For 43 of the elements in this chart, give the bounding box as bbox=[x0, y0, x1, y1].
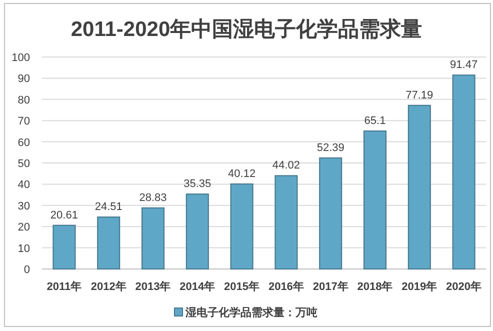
bar bbox=[52, 224, 76, 270]
data-label: 77.19 bbox=[406, 89, 434, 102]
x-tick-label: 2017年 bbox=[312, 280, 348, 293]
bar bbox=[274, 175, 298, 270]
data-label: 65.1 bbox=[364, 114, 386, 127]
x-tick-label: 2015年 bbox=[224, 280, 260, 293]
data-label: 40.12 bbox=[228, 168, 256, 180]
x-tick-label: 2011年 bbox=[46, 280, 82, 293]
bar bbox=[97, 216, 120, 270]
bar bbox=[186, 194, 209, 270]
chart-title: 2011-2020年中国湿电子化学品需求量 bbox=[70, 18, 422, 41]
bar bbox=[230, 183, 254, 270]
y-tick-label: 0 bbox=[24, 264, 30, 276]
y-tick-label: 30 bbox=[18, 200, 30, 212]
bar bbox=[364, 130, 386, 270]
bar bbox=[142, 207, 164, 270]
bar bbox=[452, 74, 476, 270]
x-tick-label: 2020年 bbox=[446, 280, 482, 293]
y-tick-label: 100 bbox=[12, 52, 30, 64]
y-tick-label: 10 bbox=[18, 242, 30, 255]
y-tick-label: 40 bbox=[18, 179, 30, 192]
y-tick-label: 90 bbox=[18, 73, 30, 86]
data-label: 91.47 bbox=[450, 59, 478, 72]
x-tick-label: 2012年 bbox=[90, 280, 126, 293]
y-tick-label: 70 bbox=[18, 116, 30, 128]
data-label: 44.02 bbox=[272, 160, 300, 172]
y-tick-label: 50 bbox=[18, 158, 30, 170]
x-tick-label: 2014年 bbox=[180, 280, 216, 293]
y-tick-label: 60 bbox=[18, 136, 30, 149]
legend-label: 湿电子化学品需求量：万吨 bbox=[184, 306, 318, 319]
bar bbox=[408, 104, 431, 270]
x-tick-label: 2016年 bbox=[268, 280, 304, 293]
x-tick-label: 2018年 bbox=[357, 280, 393, 293]
y-tick-label: 20 bbox=[18, 222, 30, 234]
data-label: 52.39 bbox=[316, 142, 344, 154]
x-tick-label: 2019年 bbox=[402, 280, 438, 293]
x-tick-label: 2013年 bbox=[135, 280, 171, 293]
y-tick-label: 80 bbox=[18, 94, 30, 106]
data-label: 28.83 bbox=[139, 192, 167, 204]
data-label: 35.35 bbox=[184, 178, 212, 190]
data-label: 24.51 bbox=[94, 201, 122, 214]
bar bbox=[319, 157, 342, 270]
data-label: 20.61 bbox=[50, 209, 78, 222]
